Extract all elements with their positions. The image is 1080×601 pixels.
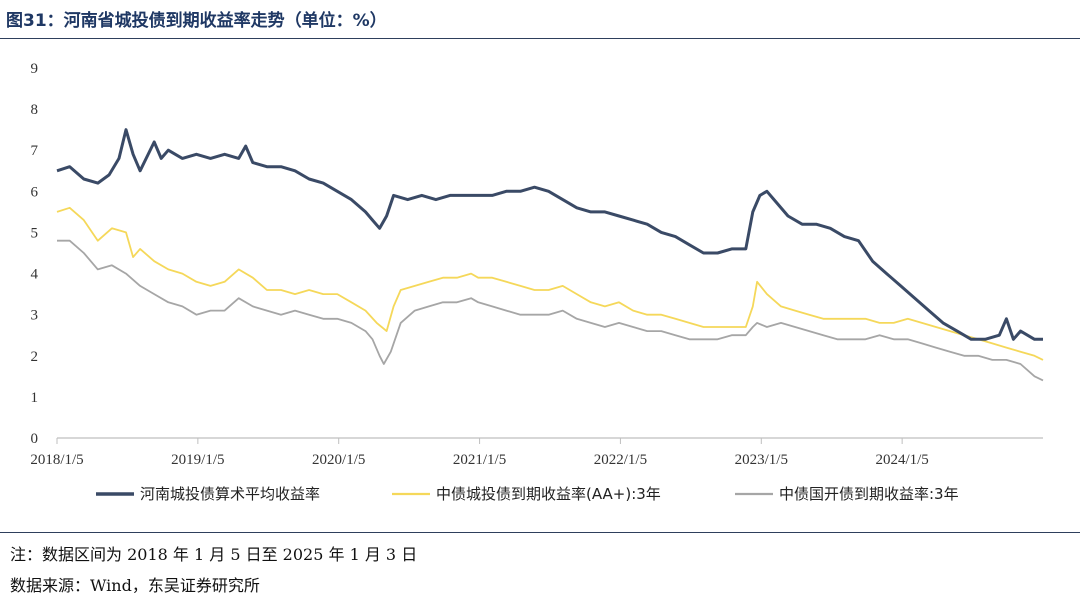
series-line-3 [57,239,1044,382]
y-tick-label: 1 [31,390,39,406]
y-tick-label: 4 [31,267,39,283]
legend-label: 河南城投债算术平均收益率 [140,485,320,503]
y-tick-label: 2 [31,349,39,365]
line-chart: 0 1 2 3 4 5 6 7 8 9 2018/1/5 2019/1/5 2020/1/5 2021/… [30,61,1044,503]
x-tick-label: 2024/1/5 [875,452,928,468]
y-tick-label: 3 [31,308,39,324]
chart-title: 图31：河南省城投债到期收益率走势（单位：%） [6,11,387,31]
legend-label: 中债国开债到期收益率:3年 [779,485,959,503]
y-tick-label: 9 [31,61,39,77]
top-rule [0,38,1080,39]
bottom-rule [0,532,1080,533]
series-line-2 [56,206,1044,361]
y-tick-label: 0 [31,431,39,447]
source-note: 数据来源：Wind，东吴证券研究所 [10,576,260,595]
x-axis: 2018/1/5 2019/1/5 2020/1/5 2021/1/5 2022/1/5… [30,437,1043,468]
x-tick-label: 2018/1/5 [30,452,83,468]
y-tick-label: 6 [31,184,39,200]
x-tick-label: 2023/1/5 [735,452,788,468]
y-tick-label: 7 [31,143,39,159]
x-tick-label: 2022/1/5 [594,452,647,468]
footnote: 注：数据区间为 2018 年 1 月 5 日至 2025 年 1 月 3 日 [10,545,418,564]
x-tick-label: 2019/1/5 [171,452,224,468]
series-line-1 [56,128,1043,341]
y-axis: 0 1 2 3 4 5 6 7 8 9 [31,61,39,447]
series-lines [56,128,1044,382]
legend-label: 中债城投债到期收益率(AA+):3年 [436,485,661,503]
legend: 河南城投债算术平均收益率 中债城投债到期收益率(AA+):3年 中债国开债到期收益率… [96,485,959,503]
x-tick-label: 2020/1/5 [312,452,365,468]
x-tick-label: 2021/1/5 [453,452,506,468]
y-tick-label: 5 [31,225,39,241]
y-tick-label: 8 [31,102,39,118]
